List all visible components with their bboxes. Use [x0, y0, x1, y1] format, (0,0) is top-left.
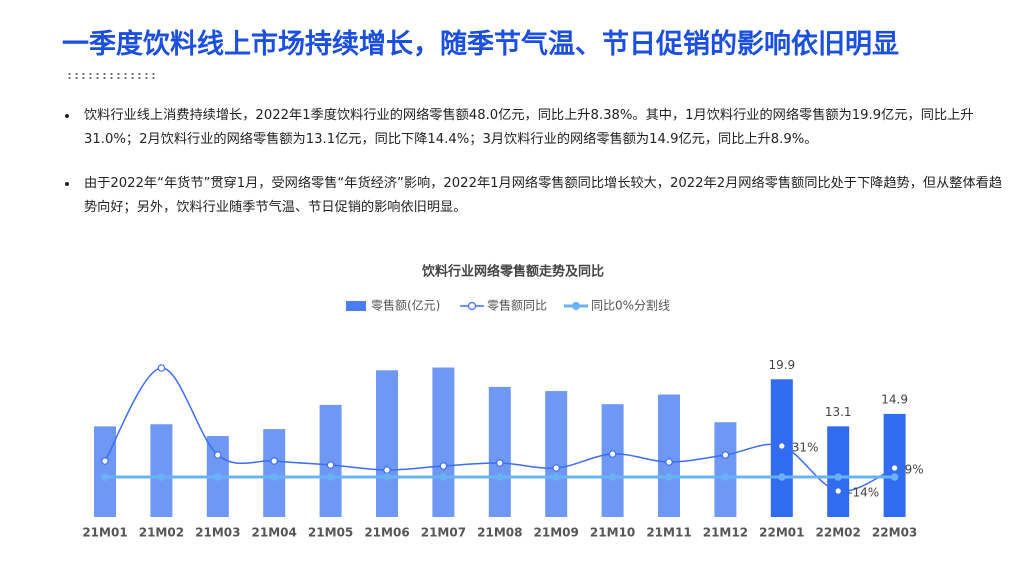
point — [552, 473, 561, 481]
point — [777, 473, 786, 481]
point — [157, 473, 166, 481]
point — [890, 473, 899, 481]
point — [214, 473, 222, 481]
decoration — [66, 72, 158, 80]
bar — [319, 404, 342, 517]
point — [326, 461, 335, 469]
bullet: 饮料行业线上消费持续增长，2022年1季度饮料行业的网络零售额48.0亿元，同比… — [65, 104, 1004, 152]
data-label: -14% — [848, 486, 879, 500]
x-tick-label: 21M01 — [82, 526, 127, 540]
legend-label: 零售额(亿元) — [371, 298, 440, 313]
point — [834, 473, 843, 481]
x-tick-label: 21M04 — [252, 526, 297, 540]
x-tick-label: 21M07 — [421, 526, 466, 540]
x-tick-label: 21M10 — [590, 526, 635, 540]
bullet: 由于2022年“年货节”贯穿1月，受网络零售“年货经济”影响，2022年1月网络… — [65, 172, 1004, 220]
bar — [94, 426, 116, 517]
x-tick-label: 21M12 — [703, 526, 748, 540]
bar — [263, 429, 286, 517]
bar — [150, 424, 173, 517]
point — [101, 473, 109, 481]
point — [834, 487, 843, 495]
point — [777, 442, 786, 450]
point — [890, 464, 899, 472]
data-label: 13.1 — [825, 405, 852, 419]
x-tick-label: 22M02 — [816, 526, 861, 540]
point — [608, 450, 617, 458]
point — [214, 451, 222, 459]
x-tick-label: 21M09 — [534, 526, 579, 540]
x-tick-label: 21M05 — [308, 526, 353, 540]
point — [270, 473, 279, 481]
bar — [714, 422, 737, 517]
bar — [601, 404, 624, 517]
x-tick-label: 21M02 — [139, 526, 184, 540]
x-tick-label: 21M11 — [646, 526, 691, 540]
x-tick-label: 22M01 — [759, 526, 804, 540]
point — [439, 473, 448, 481]
legend-swatch — [571, 301, 581, 311]
data-label: 9% — [905, 463, 924, 477]
point — [721, 451, 730, 459]
data-label: 31% — [792, 441, 819, 455]
data-label: 14.9 — [881, 392, 908, 406]
point — [383, 473, 391, 481]
bar — [376, 370, 398, 517]
data-label: 19.9 — [768, 358, 795, 372]
point — [383, 466, 391, 474]
legend-label: 零售额同比 — [487, 298, 547, 313]
point — [552, 464, 561, 472]
point — [439, 462, 448, 470]
bar — [658, 394, 680, 517]
point — [608, 473, 617, 481]
point — [665, 473, 673, 481]
page-title: 一季度饮料线上市场持续增长，随季节气温、节日促销的影响依旧明显 — [62, 29, 899, 60]
x-tick-label: 22M03 — [872, 526, 917, 540]
point — [495, 473, 504, 481]
bar — [488, 386, 511, 517]
point — [495, 459, 504, 467]
x-tick-label: 21M08 — [477, 526, 522, 540]
point — [721, 473, 730, 481]
x-tick-label: 21M03 — [195, 526, 240, 540]
chart-title: 饮料行业网络零售额走势及同比 — [421, 264, 604, 280]
point — [101, 457, 109, 465]
point — [157, 364, 166, 372]
point — [665, 458, 673, 466]
point — [270, 457, 279, 465]
x-tick-label: 21M06 — [364, 526, 409, 540]
point — [326, 473, 335, 481]
legend-label: 同比0%分割线 — [591, 298, 670, 313]
bar — [545, 391, 568, 517]
bar — [432, 367, 455, 517]
legend-swatch — [467, 301, 477, 311]
bar — [827, 426, 850, 517]
legend-swatch — [346, 301, 366, 311]
